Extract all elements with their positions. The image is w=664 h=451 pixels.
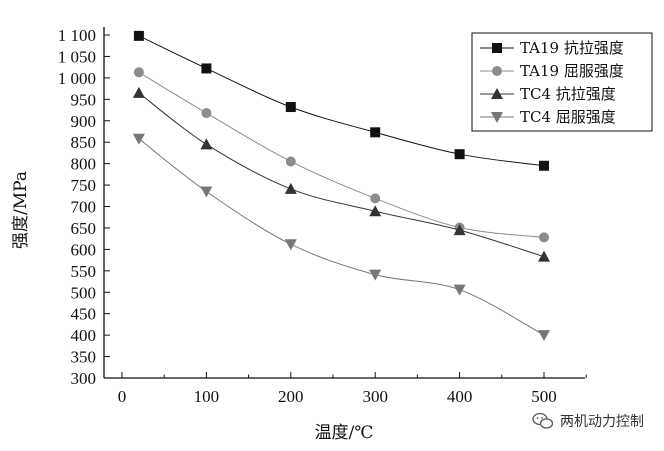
x-tick-label: 0: [118, 387, 127, 406]
y-tick-label: 450: [71, 305, 97, 324]
y-tick-label: 1 050: [58, 47, 96, 66]
watermark: 两机动力控制: [532, 411, 644, 431]
data-point: [284, 182, 297, 194]
data-point: [538, 250, 550, 262]
data-point: [132, 133, 145, 145]
legend: TA19 抗拉强度 TA19 屈服强度 TC4 抗拉强度 TC4 屈服强度: [471, 32, 653, 132]
watermark-text: 两机动力控制: [560, 414, 644, 430]
y-tick-label: 550: [71, 262, 97, 281]
y-tick-label: 300: [71, 369, 97, 388]
data-point: [454, 149, 465, 160]
y-tick-label: 800: [71, 155, 97, 174]
y-tick-label: 850: [71, 133, 97, 152]
legend-marker: [492, 43, 502, 53]
x-tick-label: 200: [278, 387, 304, 406]
data-point: [133, 30, 144, 41]
series-layer: [132, 30, 550, 342]
x-tick-label: 500: [531, 387, 557, 406]
legend-marker: [491, 112, 503, 123]
y-tick-label: 700: [71, 198, 97, 217]
data-point: [453, 224, 466, 236]
legend-label: TA19 屈服强度: [520, 62, 624, 80]
data-point: [285, 156, 296, 167]
wechat-icon: [532, 412, 554, 429]
data-point: [453, 284, 466, 296]
x-tick-label: 300: [362, 387, 388, 406]
series-2: [133, 67, 549, 243]
data-point: [201, 63, 212, 74]
data-point: [200, 138, 213, 150]
ticks: 300 350 400 450 500 550 600 650 700 750 800 850 900 9…: [58, 26, 587, 406]
data-point: [133, 67, 144, 78]
data-point: [539, 160, 549, 171]
y-tick-label: 600: [71, 240, 97, 259]
x-tick-label: 400: [447, 387, 473, 406]
y-tick-label: 350: [71, 348, 97, 367]
data-point: [200, 186, 213, 198]
data-point: [201, 108, 212, 119]
data-point: [284, 239, 297, 251]
data-point: [285, 102, 296, 113]
data-point: [132, 86, 145, 98]
x-tick-label: 100: [194, 387, 220, 406]
y-tick-label: 950: [71, 90, 97, 109]
series-3: [132, 86, 550, 262]
legend-marker: [492, 66, 502, 76]
data-point: [538, 330, 550, 342]
y-tick-label: 1 000: [58, 69, 96, 88]
legend-label: TC4 屈服强度: [520, 108, 616, 126]
y-tick-label: 750: [71, 176, 97, 195]
legend-label: TC4 抗拉强度: [520, 85, 616, 103]
y-tick-label: 900: [71, 112, 97, 131]
x-axis-title: 温度/℃: [315, 423, 374, 443]
data-point: [369, 205, 382, 217]
data-point: [369, 269, 382, 281]
axes: [103, 27, 585, 379]
data-point: [539, 232, 549, 243]
y-tick-label: 500: [71, 283, 97, 302]
series-4: [132, 133, 550, 342]
legend-label: TA19 抗拉强度: [520, 39, 624, 57]
series-line: [138, 92, 545, 258]
data-point: [370, 193, 381, 204]
y-tick-label: 400: [71, 326, 97, 345]
series-1: [133, 30, 549, 171]
y-axis-title: 强度/MPa: [11, 171, 31, 249]
series-line: [138, 138, 545, 336]
data-point: [370, 127, 381, 138]
y-tick-label: 650: [71, 219, 97, 238]
y-tick-label: 1 100: [58, 26, 96, 45]
legend-marker: [491, 88, 503, 99]
